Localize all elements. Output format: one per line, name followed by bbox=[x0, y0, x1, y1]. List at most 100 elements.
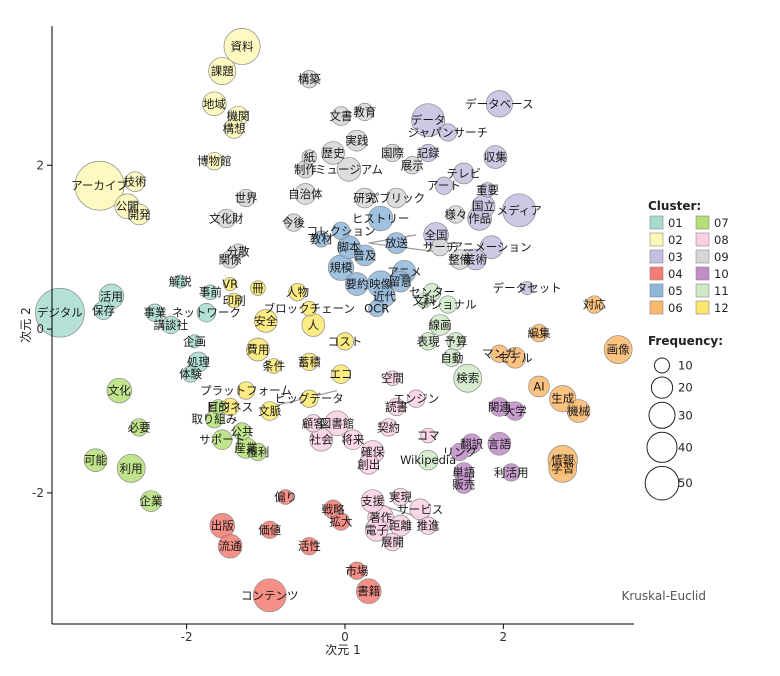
bubble-137 bbox=[250, 280, 266, 296]
bubble-label-131: 表現 bbox=[417, 334, 440, 348]
bubble-label-10: 体験 bbox=[179, 367, 202, 381]
bubble-75 bbox=[232, 422, 252, 441]
legend-label-04: 04 bbox=[668, 267, 683, 281]
legend-swatch-10 bbox=[695, 266, 710, 281]
bubble-label-109: 研究 bbox=[353, 191, 376, 205]
bubble-label-123: リンク bbox=[443, 445, 478, 459]
bubble-105 bbox=[383, 143, 402, 163]
bubble-label-71: 利用 bbox=[120, 461, 143, 475]
bubble-label-103: 歴史 bbox=[322, 146, 345, 160]
legend-swatch-06 bbox=[649, 300, 664, 315]
legend-swatch-08 bbox=[695, 232, 710, 247]
bubble-label-119: 翻訳 bbox=[460, 437, 483, 451]
bubble-label-78: 権利 bbox=[246, 445, 269, 459]
bubble-131 bbox=[419, 332, 438, 351]
bubble-label-22: データ bbox=[411, 113, 446, 127]
bubble-label-50: 脚本 bbox=[337, 240, 360, 254]
legend-size-10 bbox=[653, 357, 671, 374]
bubble-label-58: 対応 bbox=[583, 298, 606, 312]
x-tick-label-2: 2 bbox=[500, 630, 508, 644]
legend-label-01: 01 bbox=[668, 216, 683, 230]
bubble-97 bbox=[383, 533, 402, 552]
bubble-11 bbox=[223, 28, 261, 65]
bubble-label-147: エコ bbox=[330, 367, 353, 381]
bubble-label-130: 線画 bbox=[429, 318, 452, 332]
bubble-23 bbox=[438, 123, 457, 142]
method-label: Kruskal-Euclid bbox=[622, 589, 707, 603]
legend-swatch-01 bbox=[649, 215, 664, 230]
bubble-58 bbox=[585, 295, 604, 314]
legend-size-20 bbox=[650, 376, 674, 399]
bubble-label-12: 課題 bbox=[211, 64, 234, 78]
bubble-71 bbox=[116, 454, 146, 483]
x-tick-label-1: 0 bbox=[341, 630, 349, 644]
bubble-label-56: 映像 bbox=[369, 277, 392, 291]
bubble-40 bbox=[300, 537, 319, 556]
bubble-8 bbox=[187, 334, 202, 349]
legend-swatch-04 bbox=[649, 266, 664, 281]
bubble-86 bbox=[358, 454, 379, 475]
bubble-label-140: ブロックチェーン bbox=[264, 302, 355, 316]
bubble-32 bbox=[479, 235, 504, 259]
bubble-93 bbox=[409, 498, 431, 521]
bubble-112 bbox=[236, 188, 256, 208]
bubble-5 bbox=[202, 284, 219, 300]
bubble-117 bbox=[430, 238, 450, 257]
bubble-115 bbox=[230, 243, 246, 260]
bubble-label-135: Wikipedia bbox=[400, 453, 456, 467]
bubble-label-32: アニメーション bbox=[451, 240, 531, 254]
bubble-label-104: ミュージアム bbox=[315, 162, 383, 176]
bubble-label-33: 芸術 bbox=[464, 252, 487, 266]
bubble-label-16: 博物館 bbox=[197, 154, 232, 168]
bubble-26 bbox=[452, 162, 475, 185]
bubble-label-34: 全国 bbox=[425, 228, 448, 242]
bubble-label-114: 今後 bbox=[282, 216, 305, 230]
bubble-label-127: センター bbox=[409, 285, 455, 299]
bubble-label-64: 生成 bbox=[551, 392, 574, 406]
bubble-label-29: 国立 bbox=[472, 199, 495, 213]
bubble-label-46: ヒストリー bbox=[352, 212, 410, 226]
bubble-label-148: プラットフォーム bbox=[200, 384, 292, 398]
bubble-99 bbox=[331, 106, 351, 126]
bubble-label-44: 書籍 bbox=[357, 584, 380, 598]
bubble-label-68: 文化 bbox=[108, 384, 131, 398]
bubble-45 bbox=[252, 578, 287, 613]
bubble-78 bbox=[248, 442, 267, 462]
bubble-label-106: 展示 bbox=[401, 158, 424, 172]
bubble-79 bbox=[304, 414, 323, 433]
bubble-21 bbox=[485, 90, 513, 118]
bubble-label-111: 様々 bbox=[444, 207, 467, 221]
legend-label-11: 11 bbox=[714, 284, 729, 298]
bubble-label-0: デジタル bbox=[37, 306, 83, 320]
bubble-123 bbox=[450, 442, 469, 462]
bubble-126 bbox=[502, 463, 521, 482]
bubble-label-77: 産業 bbox=[235, 441, 258, 455]
bubble-95 bbox=[389, 514, 412, 537]
bubble-82 bbox=[387, 397, 406, 416]
bubble-label-144: 費用 bbox=[246, 343, 269, 357]
bubble-label-128: ナショナル bbox=[419, 298, 477, 312]
bubble-43 bbox=[347, 561, 366, 580]
bubble-15 bbox=[223, 118, 245, 139]
bubble-label-3: 事業 bbox=[143, 306, 166, 320]
bubble-36 bbox=[277, 489, 294, 505]
bubble-label-73: 取り組み bbox=[191, 412, 237, 426]
bubble-label-17: アーカイブ bbox=[71, 179, 128, 193]
bubble-label-15: 構想 bbox=[223, 121, 246, 135]
bubble-label-121: 関連 bbox=[488, 400, 511, 414]
bubble-label-9: 処理 bbox=[187, 355, 210, 369]
bubble-label-93: サービス bbox=[397, 502, 443, 516]
bubble-label-97: 展開 bbox=[381, 535, 404, 549]
bubble-122 bbox=[505, 401, 525, 421]
bubble-label-20: 開発 bbox=[128, 207, 151, 221]
bubble-35 bbox=[520, 281, 535, 296]
bubble-label-57: 近代 bbox=[373, 289, 396, 303]
bubble-0 bbox=[35, 287, 85, 338]
bubble-134 bbox=[453, 363, 483, 393]
bubble-label-86: 創出 bbox=[357, 457, 380, 471]
bubble-104 bbox=[336, 157, 362, 182]
bubble-label-146: 条件 bbox=[262, 359, 285, 373]
bubble-label-142: 人 bbox=[308, 318, 320, 332]
